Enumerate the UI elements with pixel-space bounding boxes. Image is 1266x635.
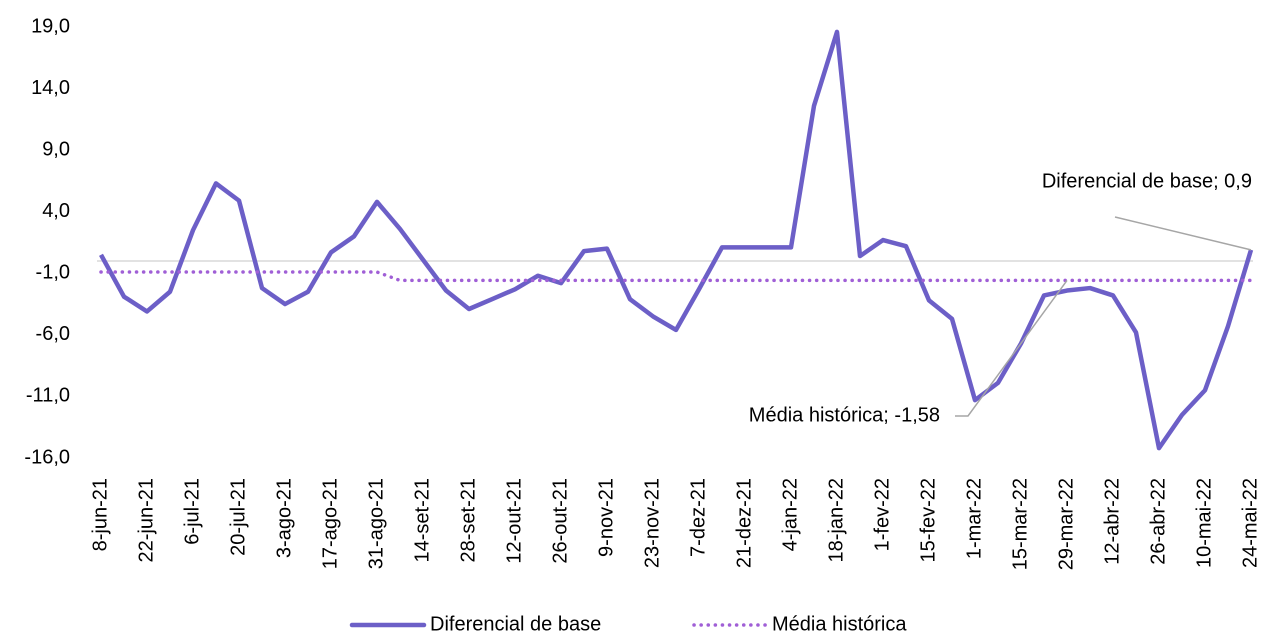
x-tick-label: 12-abr-22 bbox=[1101, 478, 1123, 565]
x-tick-label: 9-nov-21 bbox=[595, 478, 617, 557]
y-tick-label: -11,0 bbox=[26, 385, 70, 407]
series-line bbox=[99, 270, 1253, 283]
x-tick-label: 26-out-21 bbox=[549, 478, 571, 564]
x-tick-label: 8-jun-21 bbox=[89, 478, 111, 551]
x-tick-label: 17-ago-21 bbox=[319, 478, 341, 569]
x-tick-label: 4-jan-22 bbox=[779, 478, 801, 551]
x-tick-label: 28-set-21 bbox=[457, 478, 479, 563]
y-tick-label: 14,0 bbox=[31, 77, 70, 99]
leader-line bbox=[955, 279, 1068, 417]
x-tick-label: 29-mar-22 bbox=[1055, 478, 1077, 570]
leader-line bbox=[1114, 216, 1252, 251]
x-tick-label: 20-jul-21 bbox=[227, 478, 249, 556]
x-tick-label: 21-dez-21 bbox=[733, 478, 755, 568]
x-tick-label: 12-out-21 bbox=[503, 478, 525, 564]
y-tick-label: 4,0 bbox=[42, 200, 70, 222]
x-tick-label: 18-jan-22 bbox=[825, 478, 847, 563]
x-tick-label: 22-jun-21 bbox=[135, 478, 157, 563]
x-tick-label: 15-mar-22 bbox=[1009, 478, 1031, 570]
x-tick-label: 1-fev-22 bbox=[871, 478, 893, 551]
series-line bbox=[99, 29, 1254, 451]
x-tick-label: 10-mai-22 bbox=[1193, 478, 1215, 568]
y-tick-label: -6,0 bbox=[36, 323, 70, 345]
annotation: Diferencial de base; 0,9 bbox=[1042, 170, 1252, 192]
x-tick-label: 31-ago-21 bbox=[365, 478, 387, 569]
x-tick-label: 23-nov-21 bbox=[641, 478, 663, 568]
y-tick-label: 19,0 bbox=[31, 15, 70, 37]
legend-label: Diferencial de base bbox=[430, 613, 601, 635]
x-tick-label: 7-dez-21 bbox=[687, 478, 709, 557]
x-tick-label: 15-fev-22 bbox=[917, 478, 939, 563]
legend-label: Média histórica bbox=[772, 613, 907, 635]
y-tick-label: 9,0 bbox=[42, 138, 70, 160]
annotation: Média histórica; -1,58 bbox=[749, 404, 940, 426]
x-tick-label: 1-mar-22 bbox=[963, 478, 985, 559]
x-tick-label: 3-ago-21 bbox=[273, 478, 295, 558]
x-tick-label: 6-jul-21 bbox=[181, 478, 203, 545]
x-tick-label: 26-abr-22 bbox=[1147, 478, 1169, 565]
y-tick-label: -16,0 bbox=[24, 446, 70, 468]
y-tick-label: -1,0 bbox=[36, 262, 70, 284]
x-tick-label: 24-mai-22 bbox=[1239, 478, 1261, 568]
x-tick-label: 14-set-21 bbox=[411, 478, 433, 563]
